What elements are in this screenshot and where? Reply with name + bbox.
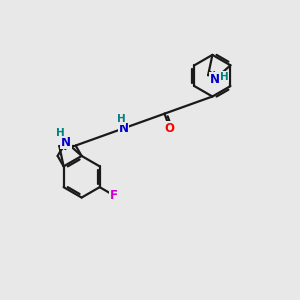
Text: N: N <box>210 73 220 86</box>
Text: O: O <box>165 122 175 135</box>
Text: H: H <box>117 115 125 124</box>
Text: H: H <box>56 128 65 137</box>
Text: N: N <box>61 136 71 148</box>
Text: N: N <box>118 122 128 135</box>
Text: F: F <box>110 189 118 202</box>
Text: H: H <box>220 72 229 82</box>
